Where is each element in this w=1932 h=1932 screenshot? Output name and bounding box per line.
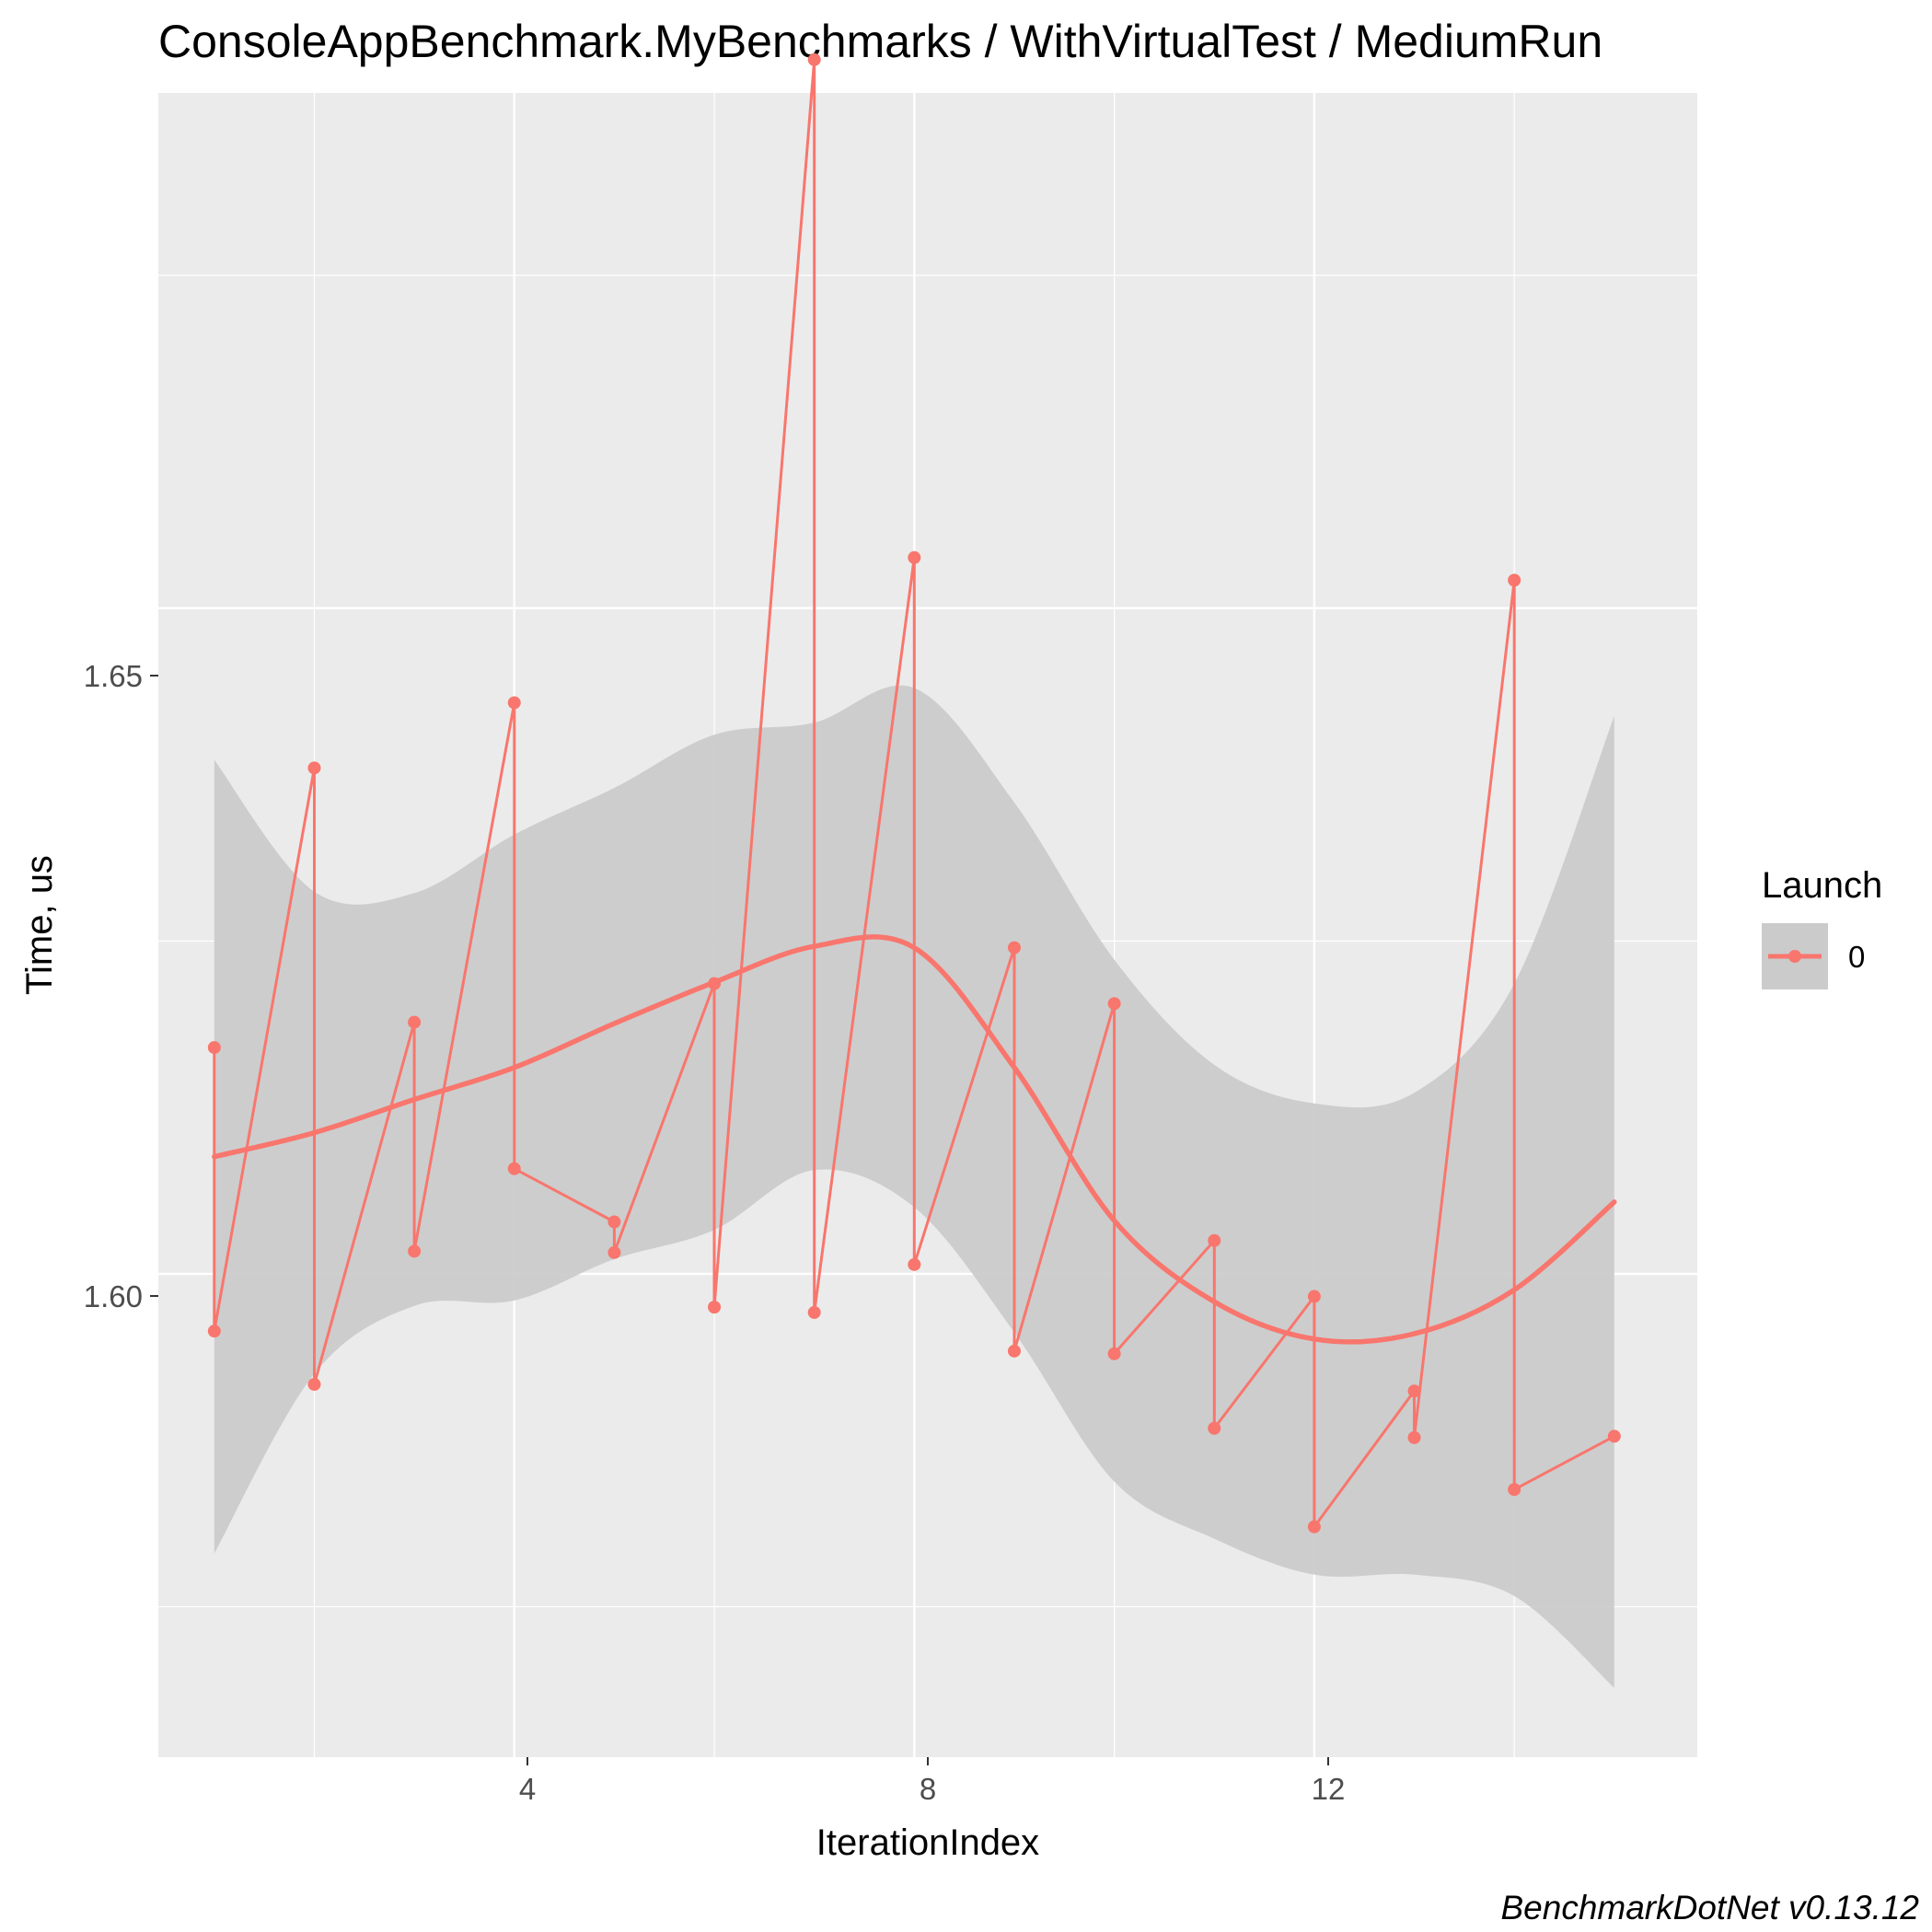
data-point [1508,1483,1521,1497]
data-point [408,1244,422,1258]
data-point [1607,1429,1621,1443]
data-point [807,52,821,66]
data-point [1107,997,1121,1011]
data-point [1407,1430,1421,1444]
data-point [1307,1520,1321,1533]
smooth-line [212,934,1617,1345]
data-point [708,1301,722,1314]
smooth-layer [212,934,1617,1345]
x-tick-label: 12 [1312,1772,1346,1806]
data-point [207,1041,221,1055]
data-point [908,1257,921,1271]
data-point [1208,1233,1221,1247]
data-point [507,1162,521,1175]
x-axis-ticks: 4 8 12 [519,1757,1346,1806]
y-axis-title: Time, us [19,855,60,995]
data-point [1407,1384,1421,1398]
data-point [207,1325,221,1338]
chart-title: ConsoleAppBenchmark.MyBenchmarks / WithV… [158,16,1602,67]
y-axis-ticks: 1.65 1.60 [84,659,158,1313]
data-point [1508,573,1521,587]
legend-label: 0 [1848,940,1865,974]
data-point [807,1305,821,1319]
data-point [908,550,921,564]
caption: BenchmarkDotNet v0.13.12 [1500,1889,1919,1926]
data-point [607,1245,621,1259]
legend-title: Launch [1762,865,1882,906]
data-point [1007,1344,1021,1358]
data-point [408,1015,422,1029]
legend: Launch 0 [1762,865,1882,989]
y-tick-label: 1.60 [84,1279,143,1313]
data-point [307,761,321,775]
y-tick-label: 1.65 [84,659,143,693]
data-point [607,1215,621,1229]
x-axis-title: IterationIndex [816,1822,1039,1863]
data-point [1307,1290,1321,1303]
data-point [507,696,521,710]
points-layer [207,52,1621,1533]
x-tick-label: 8 [920,1772,936,1806]
data-point [1208,1421,1221,1435]
data-point [1007,941,1021,954]
legend-key-point [1788,950,1801,963]
data-point [708,977,722,990]
x-tick-label: 4 [519,1772,536,1806]
data-point [1107,1347,1121,1360]
data-point [307,1378,321,1392]
